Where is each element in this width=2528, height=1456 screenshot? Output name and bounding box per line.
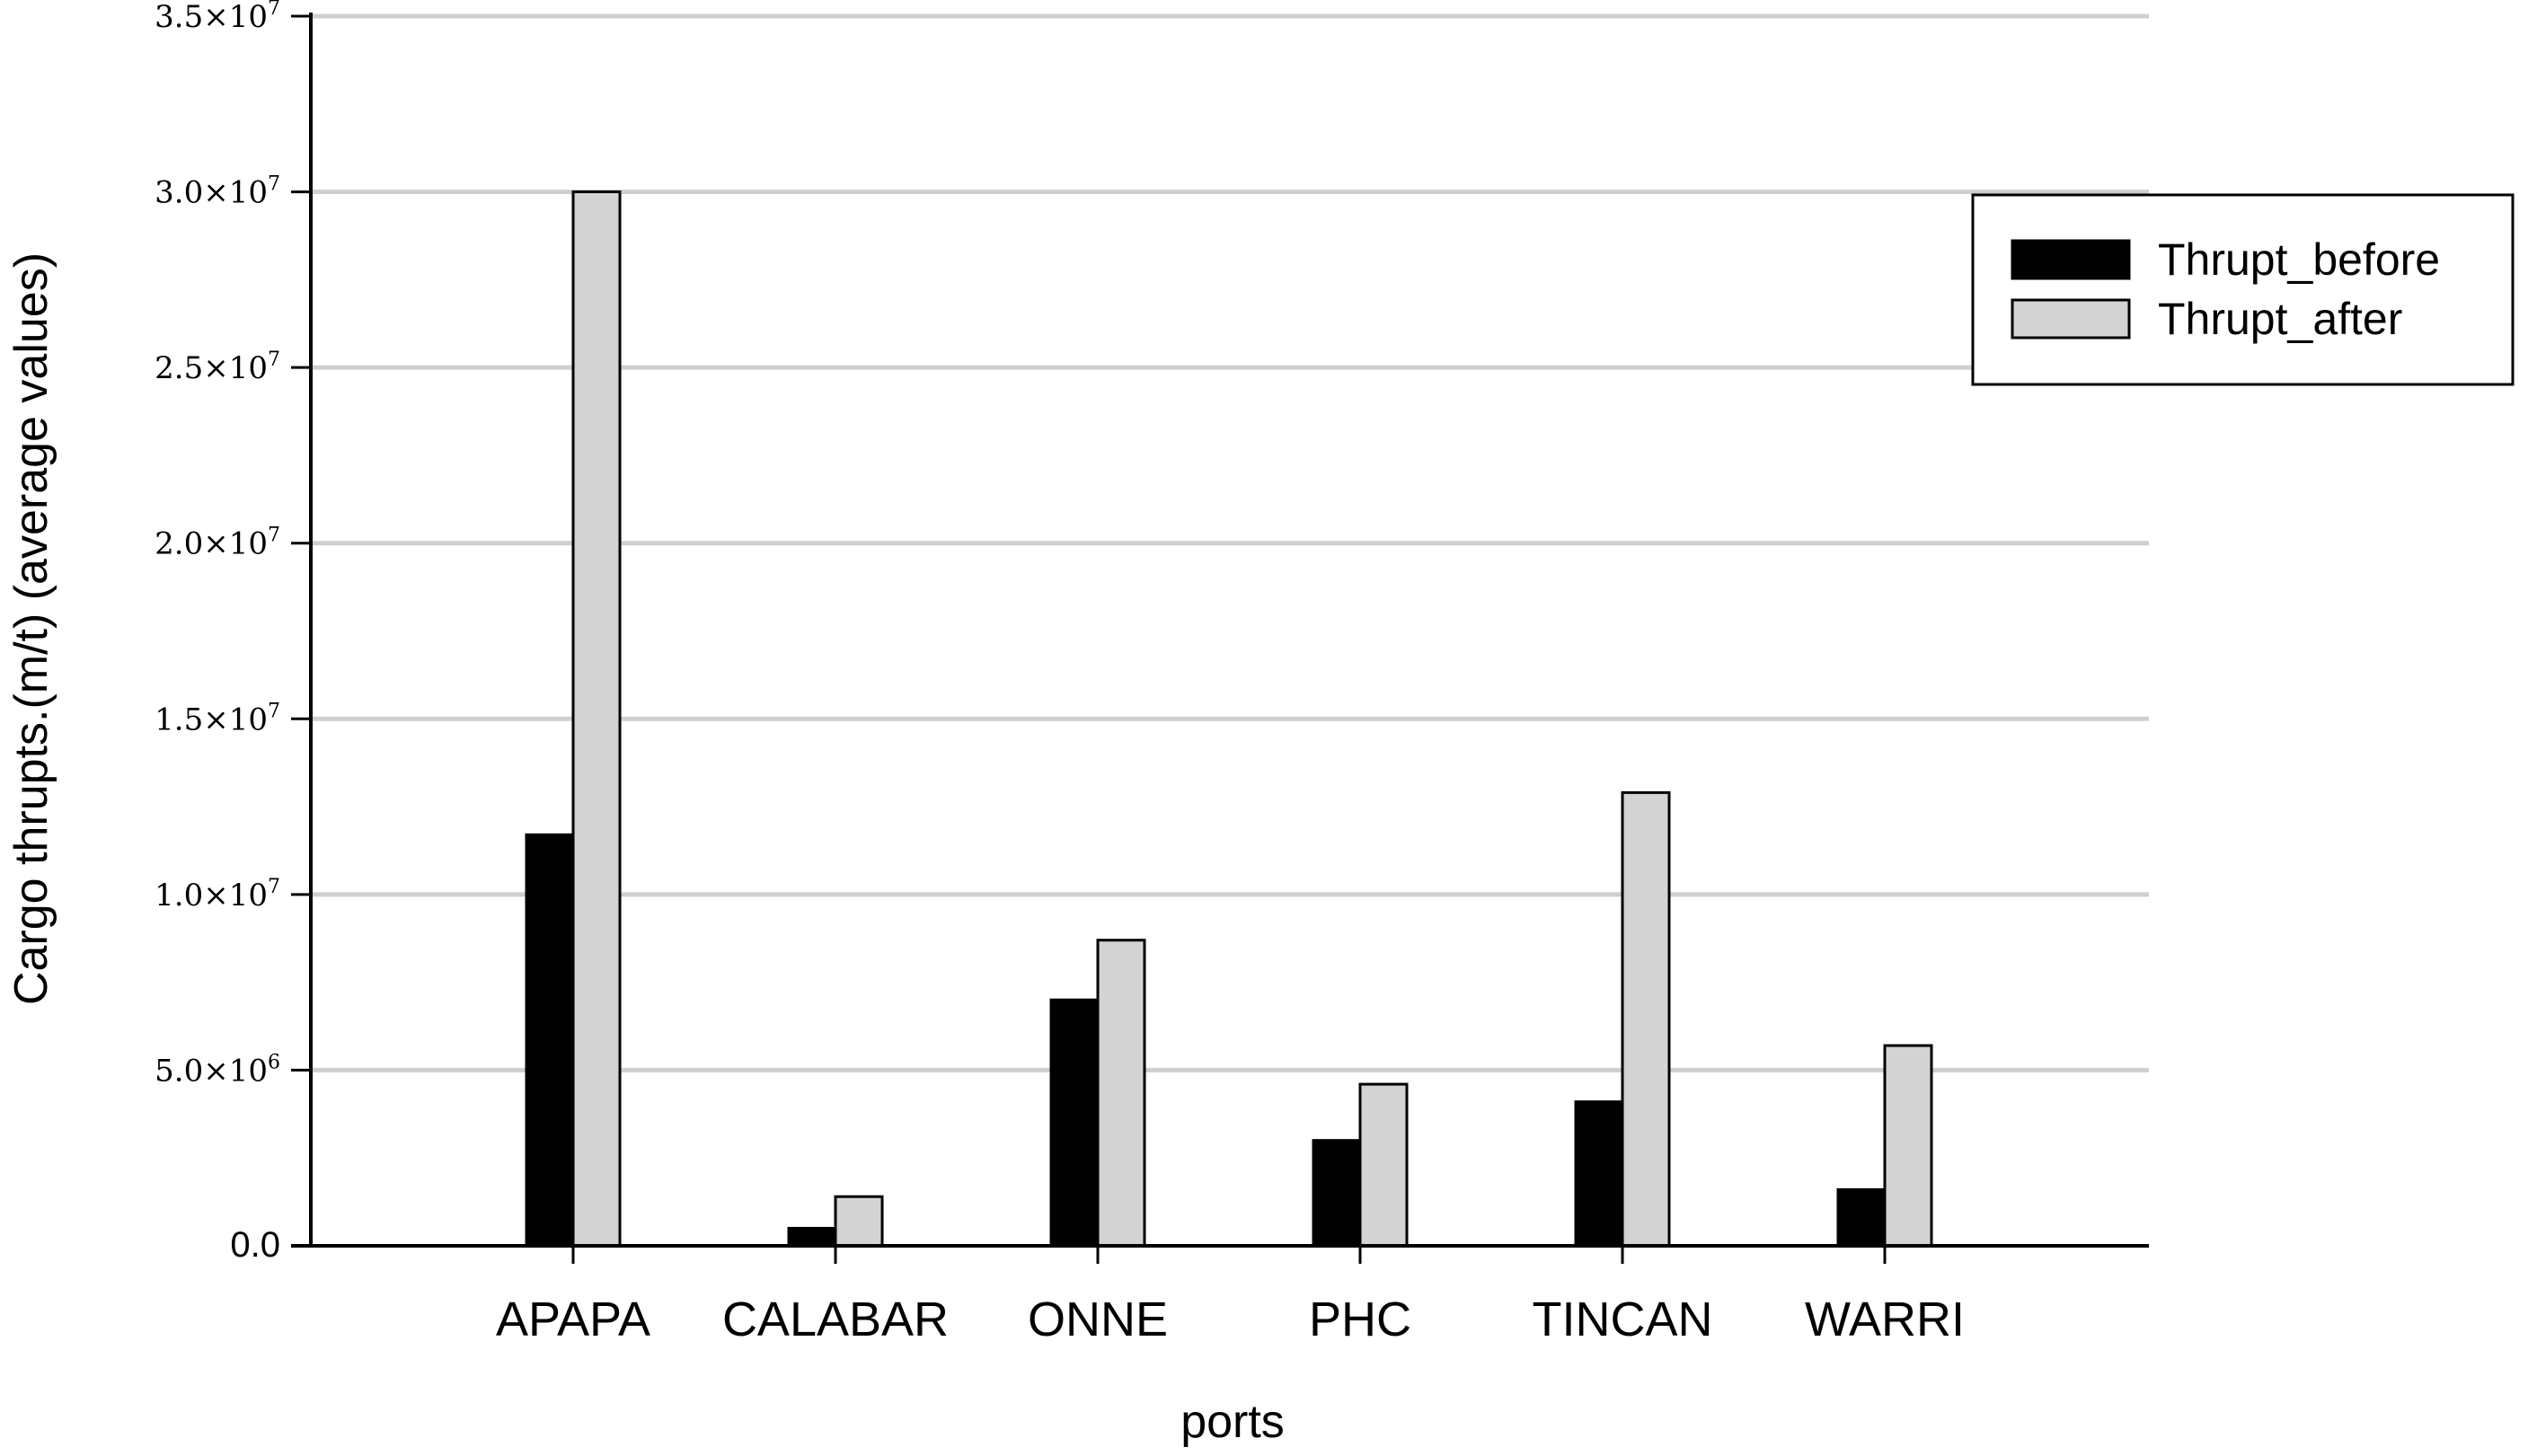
tick-labels: 0.0 5.0×106 1.0×107 1.5×107 2.0×107 2.5×107 3.… bbox=[155, 0, 1965, 1346]
bar-thrupt-after bbox=[1621, 790, 1671, 1248]
y-tick-label: 0.0 bbox=[230, 1225, 280, 1265]
legend-swatch bbox=[2011, 239, 2131, 280]
y-axis-title: Cargo thrupts.(m/t) (average values) bbox=[5, 252, 57, 1005]
legend-box bbox=[1971, 193, 2515, 386]
bar-thrupt-before bbox=[1836, 1187, 1887, 1248]
bar-thrupt-before bbox=[1574, 1100, 1624, 1248]
x-tick-label: APAPA bbox=[496, 1293, 650, 1346]
bar-thrupt-before bbox=[525, 833, 575, 1248]
x-tick-label: WARRI bbox=[1805, 1293, 1965, 1346]
y-tick-label: 5.0×106 bbox=[155, 1051, 280, 1089]
y-tick-label: 3.0×107 bbox=[155, 173, 280, 211]
bar-thrupt-after bbox=[1883, 1044, 1933, 1248]
legend: Thrupt_before Thrupt_after bbox=[1971, 193, 2515, 386]
bar-thrupt-after bbox=[1358, 1082, 1409, 1248]
x-axis-title: ports bbox=[1180, 1396, 1285, 1448]
bar-thrupt-after bbox=[571, 190, 622, 1248]
y-tick-label: 2.0×107 bbox=[155, 525, 280, 562]
bar-thrupt-before bbox=[787, 1226, 837, 1248]
bars bbox=[525, 190, 1933, 1248]
bar-thrupt-before bbox=[1312, 1139, 1362, 1248]
bar-thrupt-after bbox=[1096, 939, 1146, 1248]
x-tick-label: CALABAR bbox=[722, 1293, 949, 1346]
y-tick-label: 1.0×107 bbox=[155, 876, 280, 913]
x-tick-label: ONNE bbox=[1028, 1293, 1168, 1346]
bar-thrupt-before bbox=[1049, 998, 1100, 1248]
y-tick-label: 2.5×107 bbox=[155, 349, 280, 386]
x-tick-label: TINCAN bbox=[1533, 1293, 1713, 1346]
legend-swatch bbox=[2011, 298, 2131, 340]
x-tick-label: PHC bbox=[1309, 1293, 1411, 1346]
y-tick-label: 1.5×107 bbox=[155, 700, 280, 737]
legend-label: Thrupt_before bbox=[2158, 234, 2440, 285]
axes bbox=[291, 13, 2149, 1264]
y-tick-label: 3.5×107 bbox=[155, 0, 280, 35]
legend-label: Thrupt_after bbox=[2158, 294, 2402, 344]
bar-thrupt-after bbox=[834, 1195, 884, 1248]
